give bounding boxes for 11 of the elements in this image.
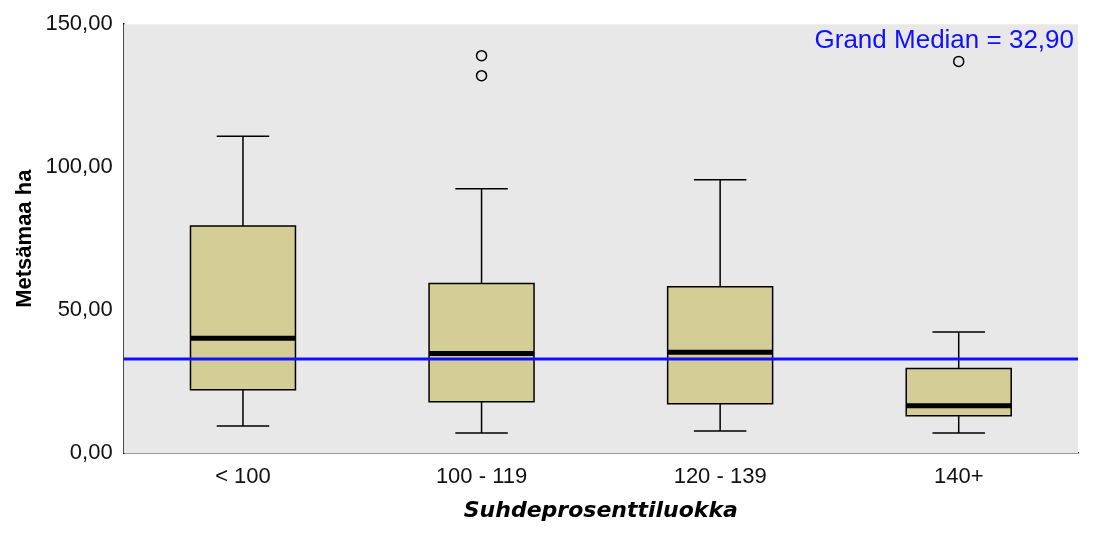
y-axis-title: Metsämaa ha [11,168,37,308]
y-tick-label: 100,00 [45,153,113,179]
y-tick-label: 0,00 [69,439,113,465]
x-tick-label: 100 - 119 [435,463,528,489]
x-tick-label: 120 - 139 [673,463,767,489]
ref-line-label: Grand Median = 32,90 [814,24,1074,55]
y-tick-label: 150,00 [45,10,113,36]
x-axis-title: Suhdeprosenttiluokka [463,496,738,522]
y-tick-label: 50,00 [57,296,113,322]
x-tick-label: < 100 [215,463,271,489]
x-tick-label: 140+ [933,463,984,489]
